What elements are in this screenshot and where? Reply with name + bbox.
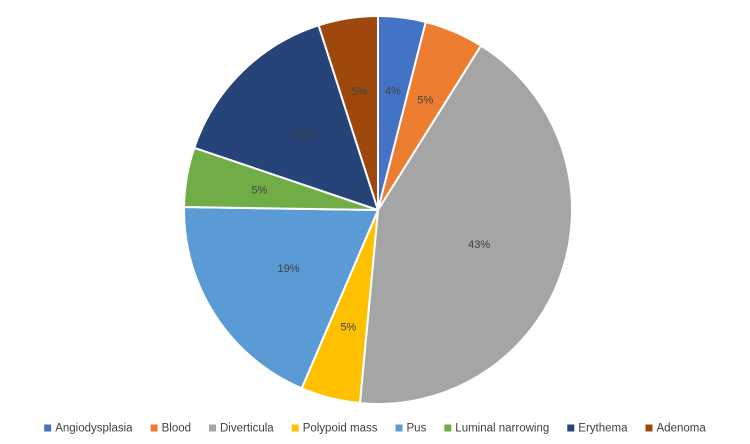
legend-label-diverticula: Diverticula xyxy=(220,423,274,435)
legend-label-luminal-narrowing: Luminal narrowing xyxy=(455,423,549,435)
data-label-blood: 5% xyxy=(417,94,433,106)
data-label-pus: 19% xyxy=(277,263,299,275)
pie-slice-erythema xyxy=(193,24,379,211)
pie-slices xyxy=(183,15,574,405)
legend-item-luminal-narrowing: Luminal narrowing xyxy=(444,423,549,435)
pie-slice-pus xyxy=(183,205,379,390)
data-label-erythema: 15% xyxy=(292,129,314,141)
data-label-angiodysplasia: 4% xyxy=(385,86,401,98)
legend-item-blood: Blood xyxy=(150,423,191,435)
legend-item-pus: Pus xyxy=(395,423,427,435)
data-label-diverticula: 43% xyxy=(468,239,490,251)
pie-data-labels: 4% 5% 43% 5% 19% 5% 15% 5% xyxy=(252,86,491,334)
legend-swatch-erythema xyxy=(567,424,575,432)
legend-swatch-adenoma xyxy=(645,424,653,432)
legend-swatch-luminal-narrowing xyxy=(444,424,452,432)
legend-label-adenoma: Adenoma xyxy=(657,423,707,435)
data-label-adenoma: 5% xyxy=(351,86,367,98)
legend-item-polypoid-mass: Polypoid mass xyxy=(291,423,378,435)
legend-item-angiodysplasia: Angiodysplasia xyxy=(44,423,133,435)
pie-slice-adenoma xyxy=(317,15,379,211)
legend-swatch-angiodysplasia xyxy=(44,424,52,432)
legend-label-angiodysplasia: Angiodysplasia xyxy=(55,423,133,435)
legend-label-blood: Blood xyxy=(162,423,191,435)
legend-item-erythema: Erythema xyxy=(567,423,628,435)
legend-swatch-blood xyxy=(150,424,158,432)
legend-swatch-diverticula xyxy=(209,424,216,432)
chart-legend: Angiodysplasia Blood Diverticula Polypoid m… xyxy=(44,423,706,435)
legend-item-adenoma: Adenoma xyxy=(645,423,707,435)
data-label-luminal-narrowing: 5% xyxy=(252,185,268,197)
legend-label-erythema: Erythema xyxy=(578,423,628,435)
data-label-polypoid-mass: 5% xyxy=(340,322,356,334)
legend-swatch-pus xyxy=(395,424,403,432)
legend-label-pus: Pus xyxy=(407,423,427,435)
legend-swatch-polypoid-mass xyxy=(291,424,299,432)
legend-item-diverticula: Diverticula xyxy=(209,423,274,435)
legend-label-polypoid-mass: Polypoid mass xyxy=(303,423,378,435)
pie-slice-diverticula xyxy=(358,44,574,405)
